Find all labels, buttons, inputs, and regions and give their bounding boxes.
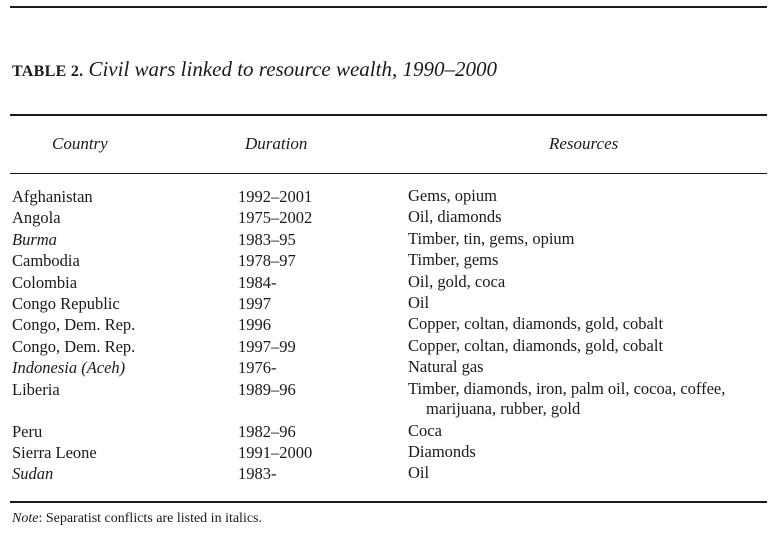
table-row: Cambodia 1978–97 Timber, gems: [0, 250, 784, 271]
resources-cell: Oil: [408, 292, 430, 312]
table-row: Congo, Dem. Rep. 1997–99 Copper, coltan, d…: [0, 336, 784, 357]
country-cell: Colombia: [12, 272, 78, 292]
table-title: Civil wars linked to resource wealth, 19…: [88, 57, 497, 81]
country-cell: Burma: [12, 229, 57, 249]
table-row: Afghanistan 1992–2001 Gems, opium: [0, 186, 784, 207]
table-row: Congo, Dem. Rep. 1996 Copper, coltan, diam…: [0, 314, 784, 335]
country-cell: Peru: [12, 421, 43, 441]
resources-cell: Gems, opium: [408, 186, 497, 205]
table-caption: TABLE 2. Civil wars linked to resource we…: [12, 54, 497, 87]
duration-cell: 1984-: [238, 272, 277, 292]
resources-cell: Oil: [408, 463, 430, 483]
column-header-country: Country: [52, 134, 108, 153]
note-label: Note: [12, 511, 39, 526]
resources-cell: Copper, coltan, diamonds, gold, cobalt: [408, 335, 664, 355]
table-row: Angola 1975–2002 Oil, diamonds: [0, 207, 784, 228]
table-row: Sudan 1983- Oil: [0, 463, 784, 484]
country-cell: Afghanistan: [12, 187, 93, 206]
resources-cell: Coca: [408, 420, 442, 440]
duration-cell: 1976-: [238, 358, 277, 378]
column-header-resources: Resources: [549, 134, 619, 153]
header-bottom-rule: [10, 173, 767, 174]
country-cell: Sudan: [12, 464, 54, 484]
column-header-duration: Duration: [245, 134, 308, 153]
table-note: Note: Separatist conflicts are listed in…: [12, 509, 262, 529]
resources-cell: Oil, gold, coca: [408, 271, 506, 291]
table-row: Burma 1983–95 Timber, tin, gems, opium: [0, 229, 784, 250]
table-row: Liberia 1989–96 Timber, diamonds, iron, pa…: [0, 379, 784, 421]
resources-cell: Natural gas: [408, 357, 484, 377]
country-cell: Indonesia (Aceh): [12, 358, 126, 378]
table-row: Indonesia (Aceh) 1976- Natural gas: [0, 357, 784, 378]
duration-cell: 1997: [238, 293, 271, 313]
note-text: : Separatist conflicts are listed in ita…: [38, 511, 263, 526]
duration-cell: 1983-: [238, 464, 277, 484]
resources-cell: Timber, diamonds, iron, palm oil, cocoa,…: [408, 378, 726, 418]
table-row: Colombia 1984- Oil, gold, coca: [0, 272, 784, 293]
duration-cell: 1975–2002: [238, 208, 313, 228]
duration-cell: 1982–96: [238, 421, 296, 441]
country-cell: Liberia: [12, 379, 60, 399]
resources-cell: Copper, coltan, diamonds, gold, cobalt: [408, 314, 664, 334]
table-row: Congo Republic 1997 Oil: [0, 293, 784, 314]
duration-cell: 1978–97: [238, 251, 296, 271]
duration-cell: 1983–95: [238, 229, 296, 249]
duration-cell: 1989–96: [238, 379, 296, 399]
country-cell: Sierra Leone: [12, 442, 97, 462]
bottom-rule: [10, 501, 767, 503]
country-cell: Congo, Dem. Rep.: [12, 336, 136, 356]
table-row: Peru 1982–96 Coca: [0, 421, 784, 442]
top-rule: [10, 6, 767, 8]
resources-cell: Timber, gems: [408, 250, 499, 270]
duration-cell: 1991–2000: [238, 442, 313, 462]
table-body: Afghanistan 1992–2001 Gems, opium Angola 197…: [0, 186, 784, 485]
table-row: Sierra Leone 1991–2000 Diamonds: [0, 442, 784, 463]
country-cell: Congo Republic: [12, 293, 120, 313]
resources-cell: Diamonds: [408, 441, 476, 461]
country-cell: Cambodia: [12, 251, 80, 271]
country-cell: Angola: [12, 208, 61, 228]
country-cell: Congo, Dem. Rep.: [12, 315, 136, 335]
resources-cell: Timber, tin, gems, opium: [408, 228, 575, 248]
duration-cell: 1992–2001: [238, 187, 313, 206]
duration-cell: 1997–99: [238, 336, 296, 356]
resources-cell: Oil, diamonds: [408, 207, 502, 227]
duration-cell: 1996: [238, 315, 271, 335]
table-number: TABLE 2.: [12, 63, 84, 80]
header-top-rule: [10, 114, 767, 116]
